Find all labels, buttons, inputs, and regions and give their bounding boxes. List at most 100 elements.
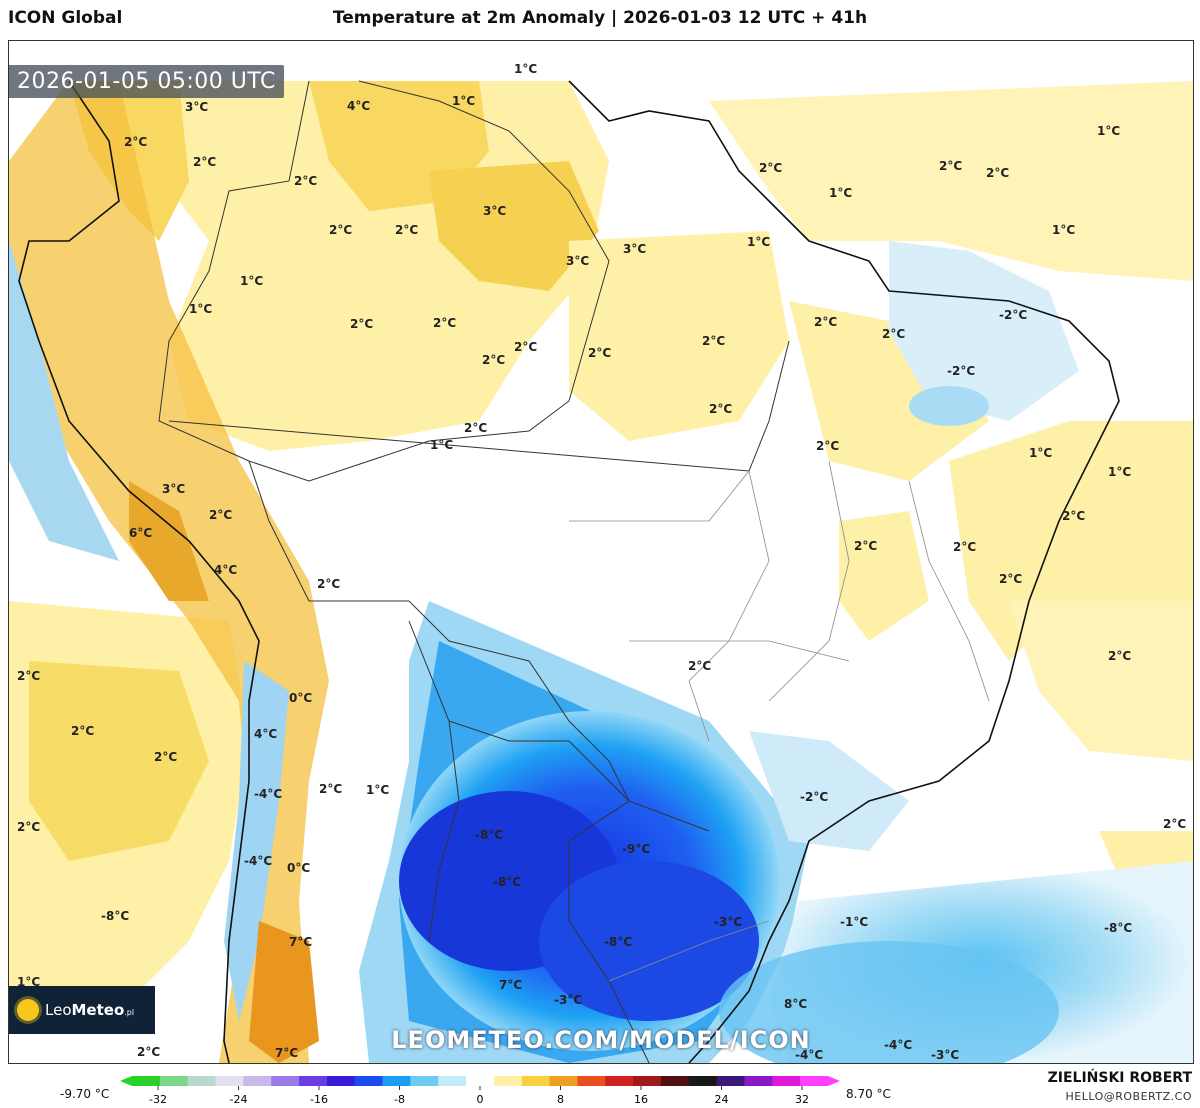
colorbar-arrow: [828, 1076, 840, 1086]
colorbar-segment: [688, 1076, 718, 1086]
temperature-label: 2°C: [814, 315, 837, 329]
temperature-label: 3°C: [185, 100, 208, 114]
temperature-label: 2°C: [759, 161, 782, 175]
temperature-label: 8°C: [784, 997, 807, 1011]
colorbar-segment: [159, 1076, 189, 1086]
temperature-label: 4°C: [214, 563, 237, 577]
colorbar-segment: [744, 1076, 773, 1086]
temperature-label: 3°C: [566, 254, 589, 268]
temperature-label: 2°C: [294, 174, 317, 188]
sun-icon: [17, 999, 39, 1021]
temperature-label: 1°C: [1108, 465, 1131, 479]
temperature-label: 2°C: [350, 317, 373, 331]
temperature-label: 1°C: [240, 274, 263, 288]
colorbar-arrow: [120, 1076, 132, 1086]
colorbar-segments: [120, 1076, 840, 1086]
leometeo-logo[interactable]: LeoMeteo.pl: [9, 986, 155, 1034]
temperature-label: 2°C: [317, 577, 340, 591]
colorbar-segment: [716, 1076, 745, 1086]
temperature-label: 2°C: [154, 750, 177, 764]
colorbar-tick-label: -8: [394, 1093, 405, 1106]
colorbar-segment: [633, 1076, 662, 1086]
andes-anomaly-strip: [9, 81, 329, 1063]
watermark-url: LEOMETEO.COM/MODEL/ICON: [391, 1026, 811, 1054]
cold-anomaly-areas: [359, 241, 1193, 1063]
temperature-label: 2°C: [709, 402, 732, 416]
temperature-label: 3°C: [483, 204, 506, 218]
temperature-label: 2°C: [124, 135, 147, 149]
temperature-label: -4°C: [795, 1048, 823, 1062]
temperature-label: 2°C: [17, 820, 40, 834]
temperature-label: 1°C: [430, 438, 453, 452]
temperature-label: 2°C: [71, 724, 94, 738]
temperature-label: 2°C: [395, 223, 418, 237]
author-name: ZIELIŃSKI ROBERT: [1047, 1070, 1192, 1086]
temperature-label: 3°C: [162, 482, 185, 496]
colorbar-tick-label: 24: [715, 1093, 729, 1106]
colorbar-segment: [660, 1076, 690, 1086]
temperature-label: -2°C: [800, 790, 828, 804]
temperature-label: -8°C: [1104, 921, 1132, 935]
temperature-label: -4°C: [244, 854, 272, 868]
temperature-label: 2°C: [17, 669, 40, 683]
colorbar-tick-label: 16: [634, 1093, 648, 1106]
colorbar-tick-label: -16: [310, 1093, 328, 1106]
colorbar-tick-label: -32: [149, 1093, 167, 1106]
colorbar-ticks: -32 -24 -16 -8 0 8 16 24 32: [149, 1086, 809, 1106]
temperature-label: 2°C: [464, 421, 487, 435]
temperature-label: -8°C: [604, 935, 632, 949]
map-labels: 1°C 4°C 1°C 3°C 2°C 2°C 2°C 3°C 2°C 2°C 1°C 3°C 3°C 1…: [17, 62, 1186, 1062]
colorbar: -32 -24 -16 -8 0 8 16 24 32: [120, 1076, 840, 1106]
temperature-label: 1°C: [1052, 223, 1075, 237]
temperature-label: -4°C: [884, 1038, 912, 1052]
temperature-label: 2°C: [319, 782, 342, 796]
temperature-label: 1°C: [829, 186, 852, 200]
temperature-label: 2°C: [1062, 509, 1085, 523]
temperature-label: 7°C: [275, 1046, 298, 1060]
colorbar-segment: [521, 1076, 551, 1086]
colorbar-tick-label: 32: [795, 1093, 809, 1106]
temperature-label: 2°C: [482, 353, 505, 367]
temperature-label: 7°C: [499, 978, 522, 992]
temperature-label: -9°C: [622, 842, 650, 856]
valid-time-badge: 2026-01-05 05:00 UTC: [9, 65, 284, 98]
temperature-label: 7°C: [289, 935, 312, 949]
temperature-label: 2°C: [433, 316, 456, 330]
temperature-label: 2°C: [702, 334, 725, 348]
country-borders: [158, 80, 790, 1063]
colorbar-segment: [271, 1076, 300, 1086]
temperature-label: 1°C: [1029, 446, 1052, 460]
colorbar-segment: [215, 1076, 244, 1086]
temperature-label: 4°C: [254, 727, 277, 741]
temperature-label: 2°C: [999, 572, 1022, 586]
temperature-label: 1°C: [17, 975, 40, 989]
temperature-label: 2°C: [1163, 817, 1186, 831]
colorbar-segment: [326, 1076, 356, 1086]
temperature-label: 6°C: [129, 526, 152, 540]
temperature-label: -4°C: [254, 787, 282, 801]
temperature-label: 2°C: [588, 346, 611, 360]
map-panel[interactable]: 1°C 4°C 1°C 3°C 2°C 2°C 2°C 3°C 2°C 2°C 1°C 3°C 3°C 1…: [8, 40, 1194, 1064]
temperature-label: -3°C: [554, 993, 582, 1007]
temperature-label: 0°C: [287, 861, 310, 875]
temperature-label: -3°C: [931, 1048, 959, 1062]
temperature-label: 2°C: [854, 539, 877, 553]
temperature-label: 2°C: [514, 340, 537, 354]
temperature-label: 2°C: [986, 166, 1009, 180]
colorbar-segment: [605, 1076, 634, 1086]
colorbar-min-label: -9.70 °C: [60, 1087, 110, 1101]
anomaly-map[interactable]: 1°C 4°C 1°C 3°C 2°C 2°C 2°C 3°C 2°C 2°C 1°C 3°C 3°C 1…: [9, 41, 1193, 1063]
map-title: Temperature at 2m Anomaly | 2026-01-03 1…: [332, 8, 868, 28]
temperature-label: 1°C: [1097, 124, 1120, 138]
colorbar-segment: [132, 1076, 161, 1086]
temperature-label: 2°C: [209, 508, 232, 522]
colorbar-segment: [354, 1076, 384, 1086]
colorbar-segment: [772, 1076, 801, 1086]
temperature-label: 2°C: [193, 155, 216, 169]
colorbar-segment: [243, 1076, 272, 1086]
temperature-label: 2°C: [329, 223, 352, 237]
temperature-label: 1°C: [747, 235, 770, 249]
temperature-label: -3°C: [714, 915, 742, 929]
temperature-label: 1°C: [366, 783, 389, 797]
logo-text: LeoMeteo.pl: [45, 1001, 135, 1019]
